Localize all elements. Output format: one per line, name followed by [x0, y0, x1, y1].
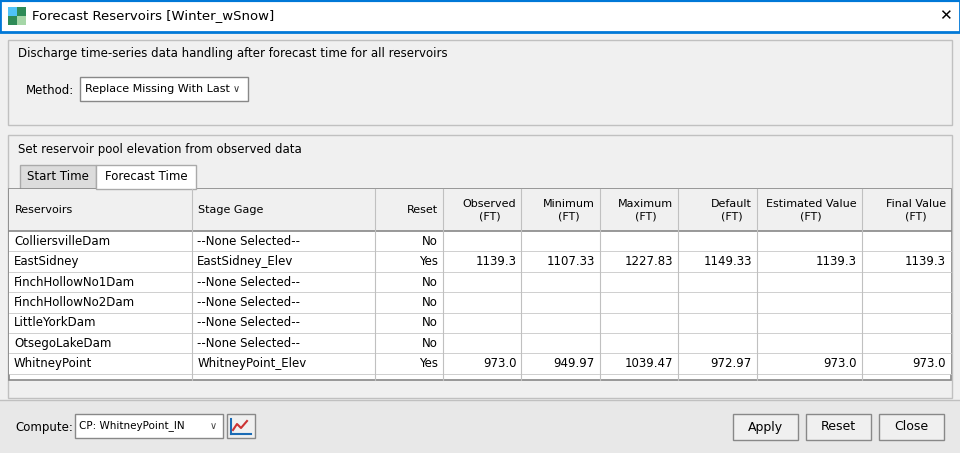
Text: No: No — [422, 296, 438, 309]
Bar — [0, 0, 960, 32]
Text: No: No — [422, 337, 438, 350]
Bar — [8, 7, 17, 16]
Bar — [9, 313, 951, 333]
Text: ∨: ∨ — [209, 421, 217, 431]
Text: No: No — [422, 275, 438, 289]
Text: 1139.3: 1139.3 — [905, 255, 946, 268]
Text: FinchHollowNo2Dam: FinchHollowNo2Dam — [14, 296, 135, 309]
Text: LittleYorkDam: LittleYorkDam — [14, 316, 97, 329]
Text: Default
(FT): Default (FT) — [711, 199, 752, 221]
Text: --None Selected--: --None Selected-- — [197, 316, 300, 329]
Bar — [9, 189, 951, 380]
Text: 973.0: 973.0 — [483, 357, 516, 370]
Text: ✕: ✕ — [939, 9, 951, 24]
Bar — [96, 165, 196, 189]
Text: Close: Close — [895, 420, 928, 434]
Text: Method:: Method: — [26, 83, 74, 96]
Text: Stage Gage: Stage Gage — [198, 205, 264, 215]
Bar — [9, 189, 951, 231]
Text: Compute:: Compute: — [15, 420, 73, 434]
Bar — [879, 414, 944, 440]
Text: ∨: ∨ — [232, 84, 240, 94]
Text: Forecast Reservoirs [Winter_wSnow]: Forecast Reservoirs [Winter_wSnow] — [32, 10, 275, 23]
Text: 1227.83: 1227.83 — [625, 255, 673, 268]
Bar — [17, 16, 26, 25]
Text: Yes: Yes — [419, 255, 438, 268]
Text: WhitneyPoint_Elev: WhitneyPoint_Elev — [197, 357, 306, 370]
Text: FinchHollowNo1Dam: FinchHollowNo1Dam — [14, 275, 135, 289]
Bar — [9, 353, 951, 374]
Bar — [9, 251, 951, 272]
Text: Reset: Reset — [407, 205, 438, 215]
Text: WhitneyPoint: WhitneyPoint — [14, 357, 92, 370]
Text: Yes: Yes — [419, 357, 438, 370]
Text: 973.0: 973.0 — [823, 357, 856, 370]
Text: ColliersvilleDam: ColliersvilleDam — [14, 235, 110, 248]
Text: 1149.33: 1149.33 — [704, 255, 752, 268]
Text: EastSidney_Elev: EastSidney_Elev — [197, 255, 294, 268]
Text: Forecast Time: Forecast Time — [105, 170, 187, 183]
Text: --None Selected--: --None Selected-- — [197, 296, 300, 309]
Text: Reservoirs: Reservoirs — [15, 205, 73, 215]
Text: EastSidney: EastSidney — [14, 255, 80, 268]
Text: No: No — [422, 235, 438, 248]
Bar — [9, 333, 951, 353]
Bar — [8, 40, 952, 125]
Bar — [227, 414, 255, 438]
Text: Replace Missing With Last: Replace Missing With Last — [85, 84, 229, 94]
Text: OtsegoLakeDam: OtsegoLakeDam — [14, 337, 111, 350]
Text: CP: WhitneyPoint_IN: CP: WhitneyPoint_IN — [79, 420, 184, 431]
Text: 972.97: 972.97 — [710, 357, 752, 370]
Bar — [8, 7, 26, 25]
Text: Apply: Apply — [748, 420, 783, 434]
Text: 1107.33: 1107.33 — [546, 255, 595, 268]
Text: Estimated Value
(FT): Estimated Value (FT) — [766, 199, 856, 221]
Bar — [8, 135, 952, 398]
Bar — [9, 292, 951, 313]
Bar — [806, 414, 871, 440]
Bar — [75, 414, 223, 438]
Text: Observed
(FT): Observed (FT) — [463, 199, 516, 221]
Bar — [80, 77, 248, 101]
Bar — [9, 272, 951, 292]
Text: Start Time: Start Time — [27, 170, 89, 183]
Text: Discharge time-series data handling after forecast time for all reservoirs: Discharge time-series data handling afte… — [18, 48, 447, 61]
Text: 973.0: 973.0 — [913, 357, 946, 370]
Text: 1039.47: 1039.47 — [625, 357, 673, 370]
Text: Reset: Reset — [821, 420, 856, 434]
Bar — [0, 400, 960, 453]
Text: 1139.3: 1139.3 — [816, 255, 856, 268]
Text: 949.97: 949.97 — [554, 357, 595, 370]
Text: --None Selected--: --None Selected-- — [197, 337, 300, 350]
Text: 1139.3: 1139.3 — [475, 255, 516, 268]
Text: Set reservoir pool elevation from observed data: Set reservoir pool elevation from observ… — [18, 143, 301, 155]
Text: No: No — [422, 316, 438, 329]
Text: Maximum
(FT): Maximum (FT) — [618, 199, 673, 221]
Text: Final Value
(FT): Final Value (FT) — [886, 199, 946, 221]
Text: --None Selected--: --None Selected-- — [197, 275, 300, 289]
Bar — [733, 414, 798, 440]
Text: Minimum
(FT): Minimum (FT) — [543, 199, 595, 221]
Bar — [20, 165, 96, 189]
Text: --None Selected--: --None Selected-- — [197, 235, 300, 248]
Bar — [9, 231, 951, 251]
